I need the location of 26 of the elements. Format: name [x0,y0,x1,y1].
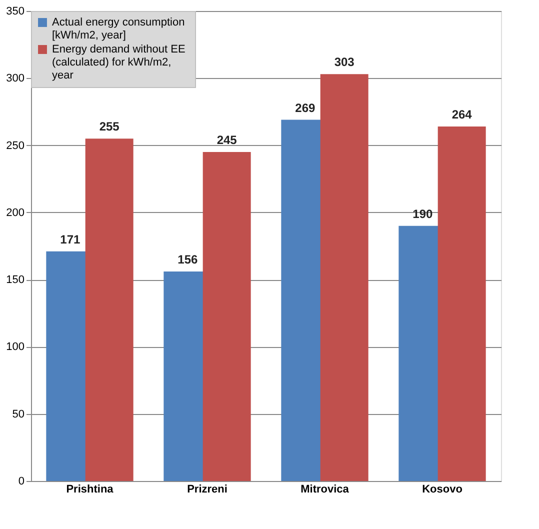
x-tick-label: Prishtina [66,484,114,496]
x-tick-label: Kosovo [422,484,463,496]
y-tick-label: 0 [18,476,24,488]
y-tick-label: 200 [6,206,24,219]
data-label: 190 [412,206,433,221]
y-tick-label: 150 [6,274,24,286]
data-label: 171 [60,232,80,246]
y-tick-label: 250 [6,140,24,152]
y-tick-label: 300 [6,72,24,85]
y-tick-label: 350 [6,6,24,18]
data-label: 264 [452,107,472,122]
data-label: 269 [295,100,316,115]
x-tick-label: Prizreni [187,484,228,496]
data-label: 255 [99,120,120,134]
data-label: 156 [178,252,198,267]
legend-label: Energy demand without EE (calculated) for kWh/m2, year [52,44,186,82]
x-tick-label: Mitrovica [300,484,350,496]
legend-label: Actual energy consumption [kWh/m2, year] [52,16,185,42]
bar [438,126,486,481]
data-label: 303 [334,55,355,70]
bar [202,152,251,481]
data-label: 245 [216,133,238,147]
y-tick-label: 100 [6,341,24,354]
bar [320,74,368,481]
y-tick-label: 50 [12,408,24,420]
bar [85,138,134,481]
